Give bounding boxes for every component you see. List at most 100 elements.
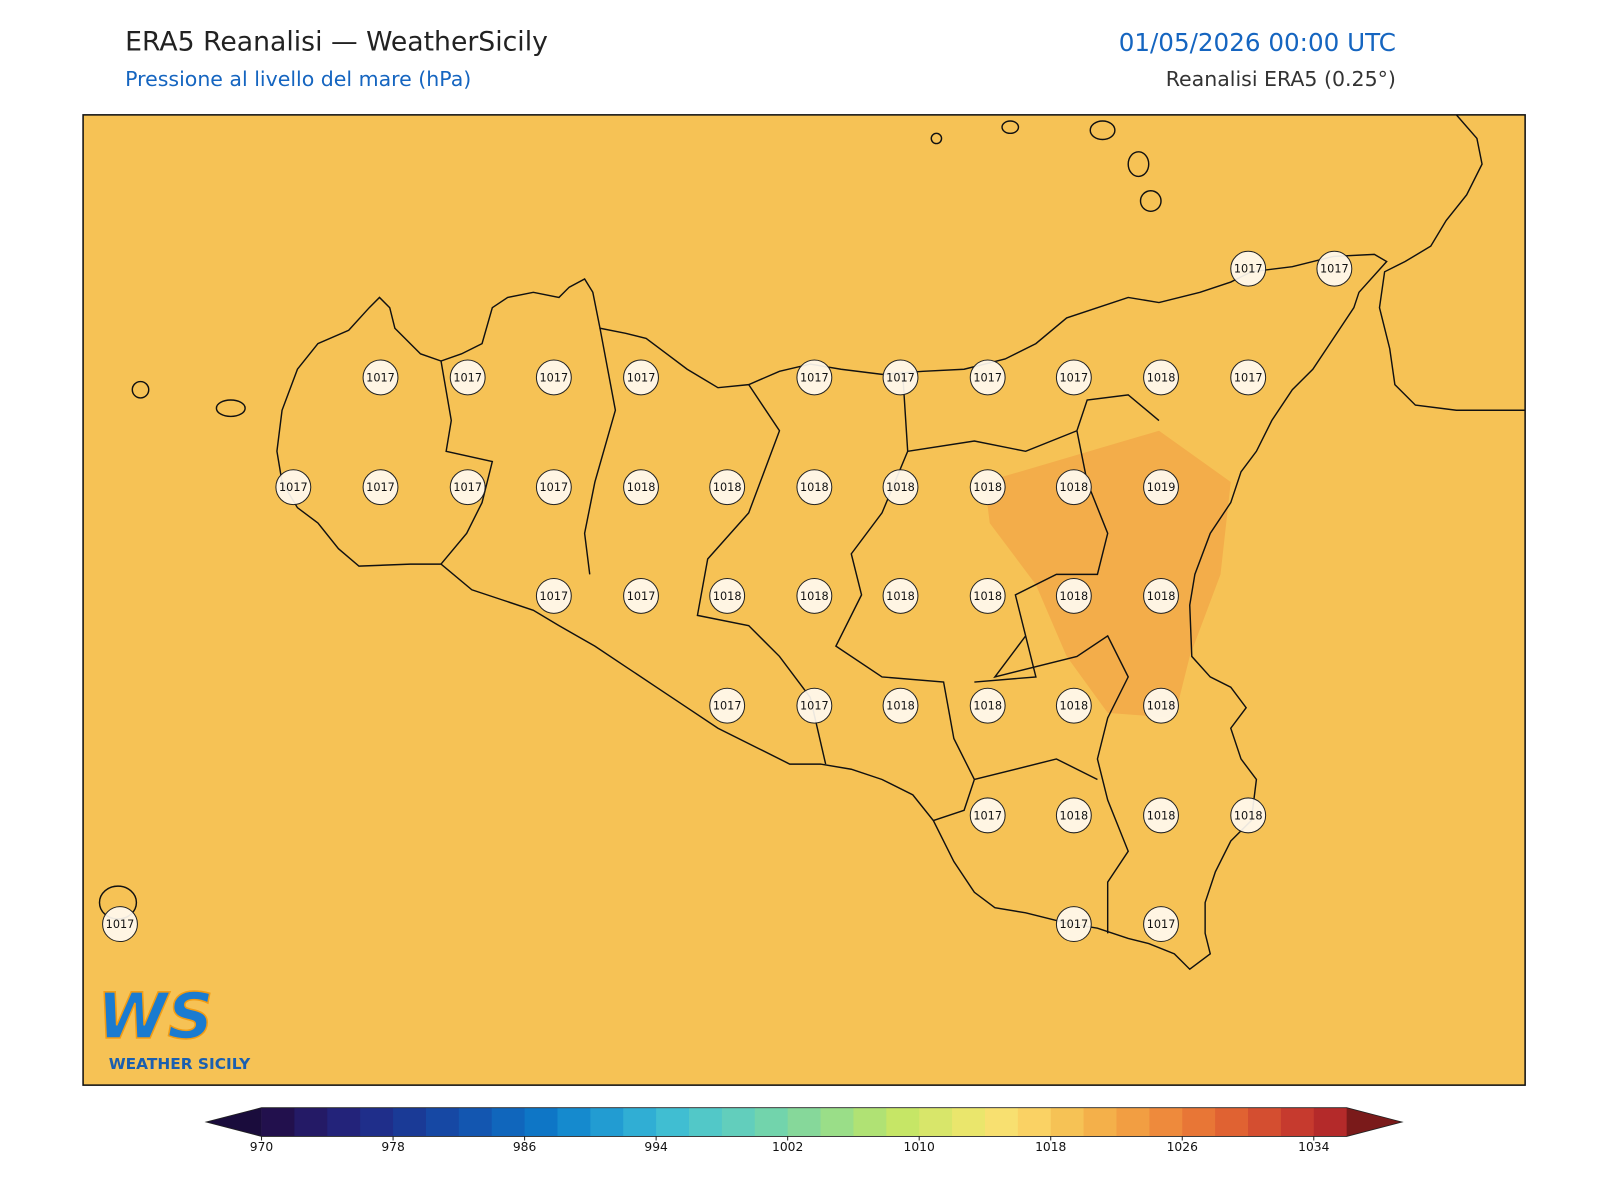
station-marker bbox=[1143, 469, 1179, 506]
station-marker bbox=[969, 797, 1006, 834]
station-value: 1017 bbox=[366, 481, 395, 494]
colorbar-tick-label: 994 bbox=[644, 1140, 668, 1154]
colorbar-bin bbox=[623, 1107, 657, 1137]
source: Reanalisi ERA5 (0.25°) bbox=[1166, 67, 1396, 91]
station-marker bbox=[969, 687, 1006, 724]
station-value: 1018 bbox=[713, 590, 742, 603]
station-value: 1018 bbox=[800, 590, 829, 603]
station-value: 1017 bbox=[973, 809, 1002, 822]
station-value: 1018 bbox=[627, 481, 656, 494]
colorbar-bin bbox=[590, 1107, 624, 1137]
logo-text: WEATHER SICILY bbox=[109, 1055, 251, 1073]
colorbar-bin bbox=[919, 1107, 953, 1137]
colorbar-bin bbox=[524, 1107, 558, 1137]
station-marker bbox=[882, 469, 919, 506]
colorbar-bin bbox=[689, 1107, 723, 1137]
station-value: 1017 bbox=[279, 481, 308, 494]
station-value: 1019 bbox=[1147, 481, 1176, 494]
station-value: 1018 bbox=[713, 481, 742, 494]
station-value: 1017 bbox=[366, 371, 395, 384]
colorbar-bin bbox=[754, 1107, 789, 1137]
station-value: 1018 bbox=[1060, 700, 1089, 713]
station-value: 1018 bbox=[886, 700, 915, 713]
station-marker bbox=[796, 577, 833, 614]
station-marker bbox=[275, 469, 312, 506]
station-value: 1018 bbox=[1234, 809, 1263, 822]
station-marker bbox=[1055, 469, 1092, 506]
station-marker bbox=[1055, 906, 1092, 943]
station-value: 1018 bbox=[886, 481, 915, 494]
station-marker bbox=[1055, 797, 1092, 834]
station-value: 1017 bbox=[106, 918, 135, 931]
station-marker bbox=[535, 577, 572, 614]
station-marker bbox=[1230, 797, 1267, 834]
island bbox=[215, 399, 246, 418]
colorbar-bin bbox=[294, 1107, 328, 1137]
station-value: 1017 bbox=[1234, 371, 1263, 384]
station-value: 1017 bbox=[540, 481, 569, 494]
station-value: 1017 bbox=[1147, 918, 1176, 931]
island bbox=[131, 380, 150, 399]
station-marker bbox=[709, 577, 746, 614]
station-marker bbox=[709, 687, 746, 724]
station-marker bbox=[1316, 250, 1353, 287]
station-marker bbox=[796, 359, 833, 396]
station-value: 1018 bbox=[1147, 809, 1176, 822]
colorbar-bin bbox=[393, 1107, 427, 1137]
station-value: 1018 bbox=[1060, 590, 1089, 603]
station-value: 1018 bbox=[1060, 809, 1089, 822]
island bbox=[1127, 151, 1150, 178]
island bbox=[1001, 120, 1020, 135]
colorbar-tick-label: 1010 bbox=[904, 1140, 935, 1154]
station-value: 1017 bbox=[453, 481, 482, 494]
station-marker bbox=[1143, 906, 1179, 943]
station-value: 1018 bbox=[973, 481, 1002, 494]
station-marker bbox=[535, 359, 572, 396]
station-value: 1017 bbox=[1060, 918, 1089, 931]
station-value: 1018 bbox=[1147, 371, 1176, 384]
station-marker bbox=[1143, 577, 1179, 614]
station-labels: 1017 1017 1017 1017 1017 1017 1017 1017 1017 1017… bbox=[102, 250, 1353, 943]
station-marker bbox=[709, 469, 746, 506]
station-marker bbox=[1143, 687, 1179, 724]
map: 1017 1017 1017 1017 1017 1017 1017 1017 1017 1017… bbox=[82, 114, 1526, 1086]
station-value: 1018 bbox=[973, 590, 1002, 603]
island bbox=[1089, 120, 1116, 141]
station-marker bbox=[1055, 687, 1092, 724]
station-value: 1018 bbox=[1147, 590, 1176, 603]
subtitle: Pressione al livello del mare (hPa) bbox=[125, 67, 471, 91]
logo-mark: WS bbox=[97, 979, 213, 1053]
station-marker bbox=[535, 469, 572, 506]
station-marker bbox=[362, 359, 399, 396]
colorbar-bin bbox=[360, 1107, 394, 1137]
station-value: 1017 bbox=[627, 371, 656, 384]
station-value: 1017 bbox=[453, 371, 482, 384]
colorbar-bin bbox=[820, 1107, 854, 1137]
station-marker bbox=[102, 906, 138, 943]
station-value: 1017 bbox=[973, 371, 1002, 384]
colorbar: 970 978 986 994 1002 1010 1018 1026 1034 bbox=[204, 1107, 1404, 1154]
station-value: 1017 bbox=[1320, 263, 1349, 276]
station-marker bbox=[1143, 797, 1179, 834]
colorbar-bin bbox=[261, 1107, 295, 1137]
island bbox=[1139, 190, 1162, 212]
station-marker bbox=[969, 359, 1006, 396]
station-marker bbox=[969, 577, 1006, 614]
island bbox=[930, 132, 943, 145]
colorbar-tick-label: 1026 bbox=[1167, 1140, 1198, 1154]
station-marker bbox=[1230, 250, 1267, 287]
province-borders bbox=[440, 328, 1160, 934]
station-value: 1018 bbox=[1147, 700, 1176, 713]
station-marker bbox=[1143, 359, 1179, 396]
station-value: 1018 bbox=[800, 481, 829, 494]
station-marker bbox=[882, 359, 919, 396]
colorbar-bin bbox=[1313, 1107, 1348, 1137]
station-value: 1018 bbox=[886, 590, 915, 603]
colorbar-bin bbox=[327, 1107, 361, 1137]
station-marker bbox=[882, 687, 919, 724]
station-marker bbox=[969, 469, 1006, 506]
colorbar-bin bbox=[853, 1107, 887, 1137]
colorbar-tick-label: 1034 bbox=[1298, 1140, 1329, 1154]
colorbar-tick-label: 978 bbox=[381, 1140, 404, 1154]
